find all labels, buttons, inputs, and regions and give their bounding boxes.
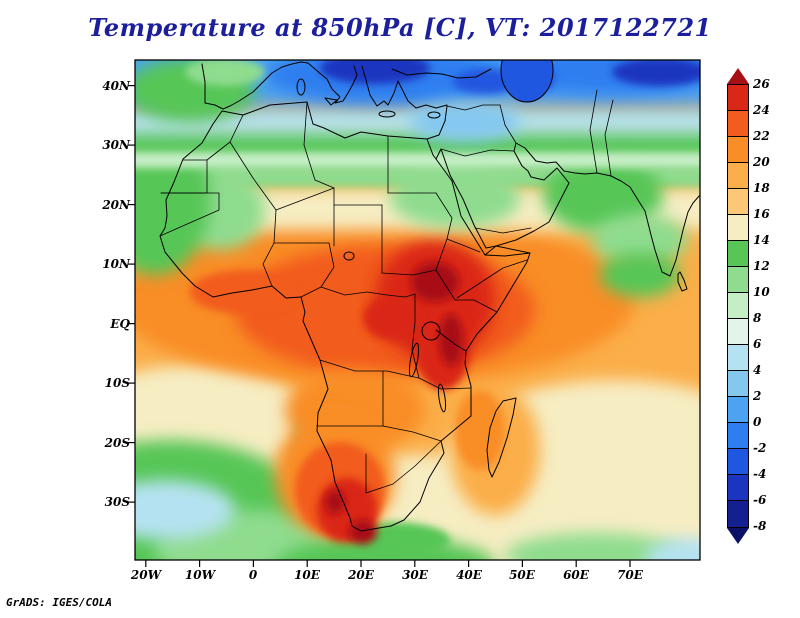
lon-label: 40E <box>456 568 482 582</box>
colorbar-segment <box>728 501 748 527</box>
colorbar-tick-label: 10 <box>753 285 770 299</box>
map-plot <box>128 59 701 567</box>
lon-label: 20E <box>348 568 374 582</box>
colorbar-tick-label: 20 <box>753 155 770 169</box>
colorbar-arrow-up-icon <box>727 68 749 84</box>
colorbar-segment <box>728 111 748 137</box>
colorbar <box>727 68 749 544</box>
colorbar-segment <box>728 163 748 189</box>
lat-label: 10S <box>104 376 130 390</box>
colorbar-segment <box>728 371 748 397</box>
lat-label: 20S <box>104 436 130 450</box>
axis-ticks <box>128 85 631 567</box>
colorbar-tick-label: 26 <box>753 77 770 91</box>
colorbar-tick-label: -2 <box>753 441 767 455</box>
colorbar-segment <box>728 423 748 449</box>
colorbar-segment <box>728 215 748 241</box>
colorbar-tick-label: 4 <box>753 363 762 377</box>
colorbar-tick-label: 12 <box>753 259 770 273</box>
lon-label: 0 <box>248 568 258 582</box>
grads-credit: GrADS: IGES/COLA <box>6 596 112 609</box>
colorbar-tick-label: 0 <box>753 415 762 429</box>
lat-label: 20N <box>102 198 130 212</box>
colorbar-segment <box>728 345 748 371</box>
lon-label: 10W <box>184 568 216 582</box>
lat-label: 10N <box>102 257 130 271</box>
colorbar-segment <box>728 293 748 319</box>
colorbar-tick-label: 24 <box>753 103 770 117</box>
lat-label: 30N <box>102 138 130 152</box>
lon-label: 50E <box>509 568 535 582</box>
colorbar-tick-label: 14 <box>753 233 770 247</box>
colorbar-segment <box>728 397 748 423</box>
colorbar-tick-label: 8 <box>753 311 762 325</box>
colorbar-tick-label: -4 <box>753 467 767 481</box>
colorbar-segment <box>728 267 748 293</box>
colorbar-tick-label: 16 <box>753 207 770 221</box>
lon-label: 70E <box>617 568 643 582</box>
colorbar-tick-label: 22 <box>753 129 770 143</box>
lat-label: 40N <box>102 79 130 93</box>
colorbar-segment <box>728 189 748 215</box>
lon-label: 10E <box>294 568 320 582</box>
colorbar-arrow-down-icon <box>727 528 749 544</box>
colorbar-tick-label: 18 <box>753 181 770 195</box>
colorbar-tick-label: -8 <box>753 519 767 533</box>
colorbar-segment <box>728 85 748 111</box>
map-outlines <box>159 60 700 532</box>
colorbar-tick-label: 2 <box>753 389 762 403</box>
colorbar-segment <box>728 319 748 345</box>
lat-label: EQ <box>110 317 130 331</box>
lat-label: 30S <box>104 495 130 509</box>
colorbar-bar <box>727 84 749 528</box>
plot-title: Temperature at 850hPa [C], VT: 201712272… <box>88 13 712 42</box>
colorbar-tick-label: -6 <box>753 493 767 507</box>
lon-label: 60E <box>563 568 589 582</box>
lon-label: 20W <box>130 568 162 582</box>
colorbar-segment <box>728 137 748 163</box>
plot-frame <box>134 59 701 561</box>
colorbar-segment <box>728 449 748 475</box>
colorbar-tick-label: 6 <box>753 337 762 351</box>
lon-label: 30E <box>402 568 428 582</box>
colorbar-segment <box>728 475 748 501</box>
colorbar-segment <box>728 241 748 267</box>
